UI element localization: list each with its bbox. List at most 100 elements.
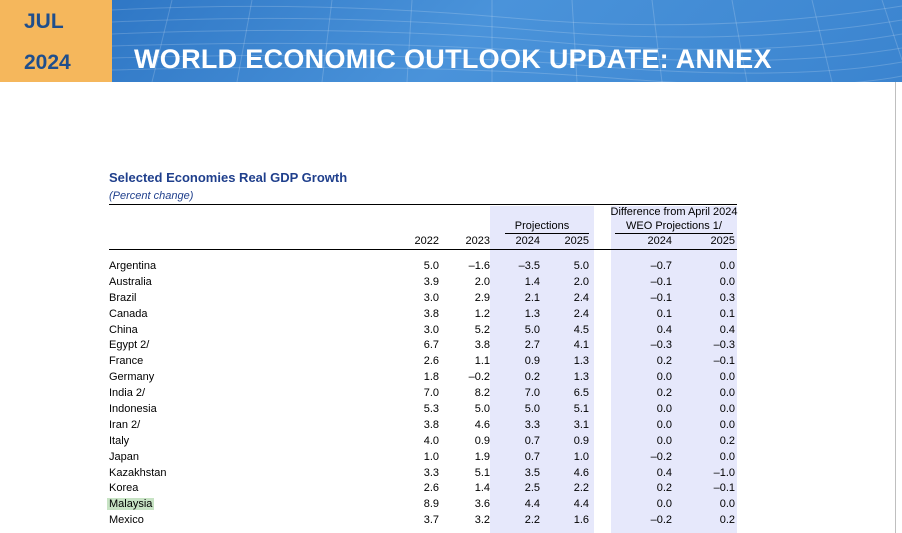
value-proj-2024: 2.7 <box>524 339 540 352</box>
banner-grid-pattern <box>112 0 902 82</box>
value-2023: 3.2 <box>474 514 490 527</box>
value-diff-2024: –0.2 <box>650 450 672 463</box>
value-2023: 4.6 <box>474 418 490 431</box>
value-2022: 2.6 <box>423 482 439 495</box>
col-header-proj-2024: 2024 <box>515 235 540 247</box>
value-proj-2025: 1.3 <box>573 355 589 368</box>
value-proj-2025: 5.0 <box>573 260 589 272</box>
value-diff-2024: 0.0 <box>656 371 672 384</box>
page-title: WORLD ECONOMIC OUTLOOK UPDATE: ANNEX <box>134 44 772 74</box>
value-diff-2024: 0.0 <box>656 418 672 431</box>
col-header-2022: 2022 <box>414 235 439 247</box>
value-2023: 8.2 <box>474 387 490 400</box>
value-proj-2024: –3.5 <box>518 260 540 272</box>
value-proj-2025: 0.9 <box>573 434 589 447</box>
date-month: JUL <box>24 10 64 33</box>
value-diff-2025: 0.3 <box>719 291 735 304</box>
table-row: Australia 3.9 2.0 1.4 2.0 –0.1 0.0 <box>0 275 902 291</box>
value-2023: 5.0 <box>474 403 490 416</box>
value-diff-2024: 0.2 <box>656 482 672 495</box>
value-proj-2025: 5.1 <box>573 403 589 416</box>
value-diff-2025: 0.0 <box>719 450 735 463</box>
table-row: Italy 4.0 0.9 0.7 0.9 0.0 0.2 <box>0 434 902 450</box>
value-proj-2024: 2.1 <box>524 291 540 304</box>
value-diff-2025: 0.0 <box>719 371 735 384</box>
value-proj-2024: 5.0 <box>524 403 540 416</box>
value-2022: 3.9 <box>423 275 439 288</box>
country-name: China <box>109 323 138 336</box>
value-proj-2024: 0.7 <box>524 434 540 447</box>
value-diff-2024: 0.0 <box>656 434 672 447</box>
table-row: Mexico 3.7 3.2 2.2 1.6 –0.2 0.2 <box>0 513 902 529</box>
value-diff-2025: 0.0 <box>719 387 735 400</box>
country-name: Germany <box>109 371 155 384</box>
value-diff-2024: 0.0 <box>656 403 672 416</box>
date-year: 2024 <box>24 51 71 74</box>
country-name: Italy <box>109 434 130 447</box>
table-body: Argentina 5.0 –1.6 –3.5 5.0 –0.7 0.0 Australia 3… <box>0 259 902 529</box>
value-proj-2024: 2.5 <box>524 482 540 495</box>
value-diff-2025: 0.0 <box>719 275 735 288</box>
country-name: Brazil <box>109 291 137 304</box>
value-2023: 2.9 <box>474 291 490 304</box>
page-border <box>895 82 896 533</box>
value-2022: 4.0 <box>423 434 439 447</box>
value-diff-2024: –0.1 <box>650 291 672 304</box>
value-2023: 3.6 <box>474 498 490 511</box>
date-badge: JUL 2024 <box>0 0 112 82</box>
value-proj-2025: 2.2 <box>573 482 589 495</box>
highlighted-country: Malaysia <box>107 498 155 511</box>
country-name: Argentina <box>109 260 157 272</box>
table-row: Malaysia 8.9 3.6 4.4 4.4 0.0 0.0 <box>0 497 902 513</box>
value-2023: 1.2 <box>474 307 490 320</box>
header-banner: WORLD ECONOMIC OUTLOOK UPDATE: ANNEX <box>112 0 902 82</box>
value-diff-2024: 0.2 <box>656 387 672 400</box>
value-diff-2024: 0.4 <box>656 466 672 479</box>
value-2022: 3.7 <box>423 514 439 527</box>
value-diff-2025: –0.1 <box>713 482 735 495</box>
table-title: Selected Economies Real GDP Growth <box>109 170 348 185</box>
value-2022: 3.8 <box>423 307 439 320</box>
value-2023: 1.4 <box>474 482 490 495</box>
value-2023: –1.6 <box>468 260 490 272</box>
value-proj-2025: 2.4 <box>573 291 589 304</box>
value-2022: 3.0 <box>423 323 439 336</box>
country-name: Korea <box>109 482 139 495</box>
value-diff-2025: 0.1 <box>719 307 735 320</box>
table-subtitle: (Percent change) <box>109 190 194 202</box>
value-2022: 7.0 <box>423 387 439 400</box>
value-2023: 5.1 <box>474 466 490 479</box>
value-proj-2024: 3.5 <box>524 466 540 479</box>
value-proj-2025: 1.3 <box>573 371 589 384</box>
value-diff-2025: 0.0 <box>719 403 735 416</box>
difference-rule <box>615 233 733 234</box>
table-row: Kazakhstan 3.3 5.1 3.5 4.6 0.4 –1.0 <box>0 466 902 482</box>
value-proj-2025: 2.4 <box>573 307 589 320</box>
value-proj-2025: 4.1 <box>573 339 589 352</box>
value-proj-2024: 7.0 <box>524 387 540 400</box>
header-bottom-rule <box>109 249 737 250</box>
table-row: China 3.0 5.2 5.0 4.5 0.4 0.4 <box>0 323 902 339</box>
value-2022: 1.0 <box>423 450 439 463</box>
value-2023: –0.2 <box>468 371 490 384</box>
country-name: Kazakhstan <box>109 466 167 479</box>
value-2023: 5.2 <box>474 323 490 336</box>
value-proj-2024: 1.4 <box>524 275 540 288</box>
country-name: Canada <box>109 307 148 320</box>
value-diff-2024: 0.4 <box>656 323 672 336</box>
value-2022: 1.8 <box>423 371 439 384</box>
value-proj-2025: 2.0 <box>573 275 589 288</box>
value-diff-2024: –0.1 <box>650 275 672 288</box>
value-2023: 0.9 <box>474 434 490 447</box>
col-header-2023: 2023 <box>465 235 490 247</box>
projections-shade <box>490 206 594 533</box>
country-name: France <box>109 355 144 368</box>
country-name: Indonesia <box>109 403 157 416</box>
value-diff-2024: –0.3 <box>650 339 672 352</box>
table-row: Korea 2.6 1.4 2.5 2.2 0.2 –0.1 <box>0 481 902 497</box>
country-name: Malaysia <box>107 497 155 512</box>
value-2022: 5.0 <box>423 260 439 272</box>
country-name: Iran 2/ <box>109 418 141 431</box>
table-row: Indonesia 5.3 5.0 5.0 5.1 0.0 0.0 <box>0 402 902 418</box>
value-proj-2024: 3.3 <box>524 418 540 431</box>
